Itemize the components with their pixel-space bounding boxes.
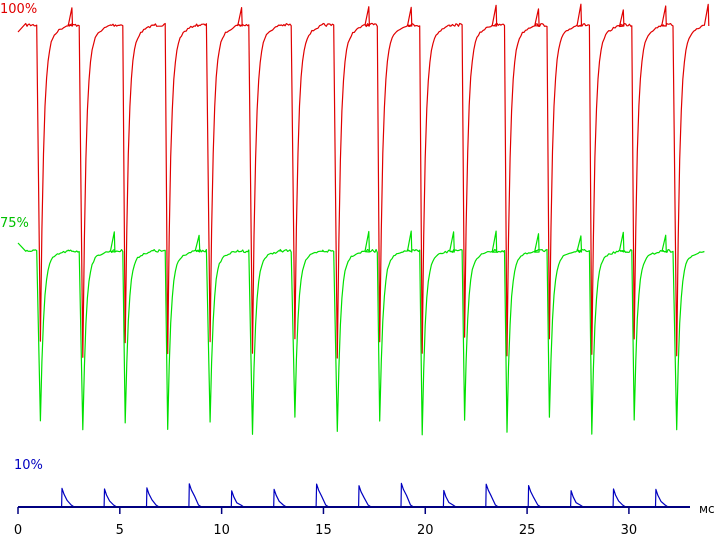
series-line-75: [17, 230, 705, 436]
series-label-10: 10%: [14, 458, 43, 473]
x-tick-label-0: 0: [14, 523, 22, 536]
x-tick-label-30: 30: [621, 523, 638, 536]
x-tick-label-25: 25: [519, 523, 536, 536]
series-line-100: [17, 3, 710, 359]
x-tick-label-20: 20: [417, 523, 434, 536]
x-tick-label-10: 10: [213, 523, 230, 536]
x-tick-label-5: 5: [116, 523, 124, 536]
x-axis-unit-label: мс: [699, 502, 715, 516]
series-line-10: [18, 482, 690, 508]
traces-group: [17, 3, 710, 508]
series-label-100: 100%: [0, 2, 37, 17]
x-tick-label-15: 15: [315, 523, 332, 536]
series-label-75: 75%: [0, 216, 29, 231]
x-axis-ticks: 0 5 10 15 20 25 30: [14, 507, 637, 536]
